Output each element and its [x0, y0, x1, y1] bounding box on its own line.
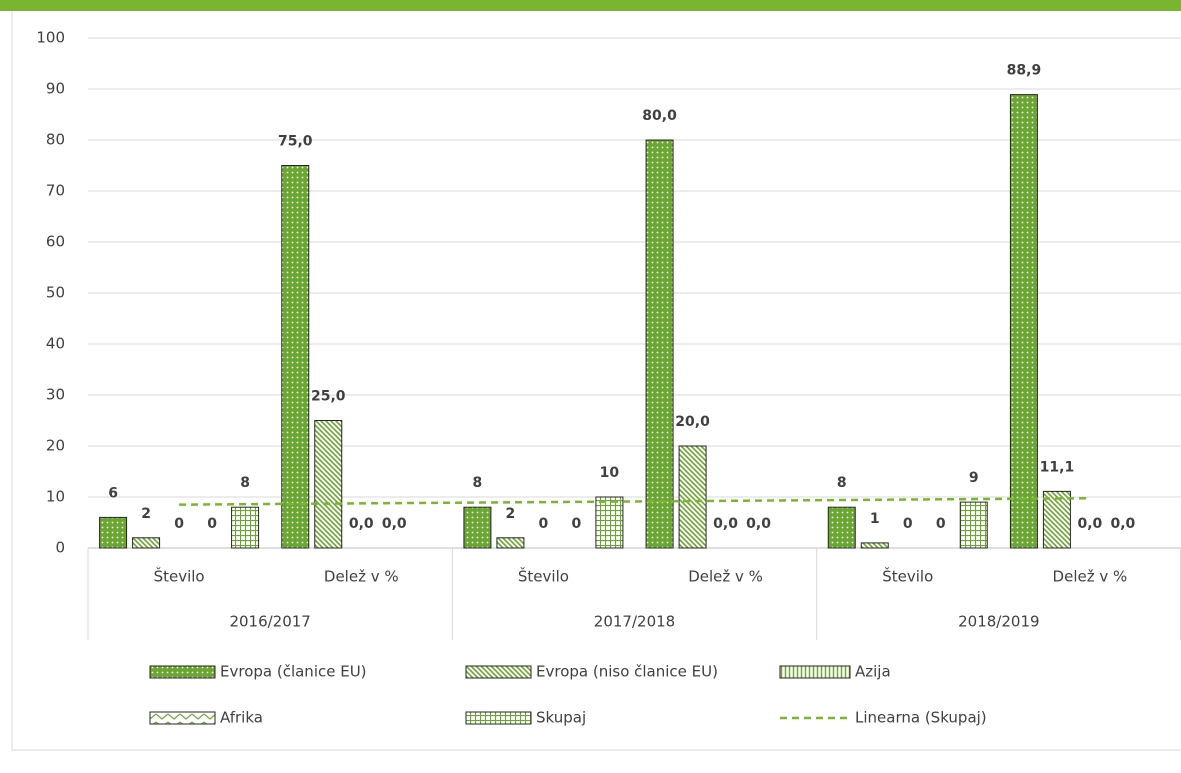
x-tick-label: Število — [518, 567, 569, 586]
data-label: 2 — [141, 506, 151, 522]
data-label: 25,0 — [311, 389, 346, 405]
y-tick-label: 30 — [46, 386, 65, 404]
data-label: 80,0 — [642, 108, 677, 124]
data-label: 0 — [903, 516, 913, 532]
group-label: 2018/2019 — [958, 613, 1039, 631]
group-label: 2017/2018 — [594, 613, 675, 631]
data-label: 0,0 — [713, 516, 738, 532]
bar — [678, 445, 707, 549]
data-label: 75,0 — [278, 134, 313, 150]
data-label: 9 — [969, 470, 979, 486]
trend-line — [179, 497, 1090, 506]
data-label: 0,0 — [1111, 516, 1136, 532]
legend-swatch — [149, 711, 216, 725]
data-label: 1 — [870, 511, 880, 527]
data-label: 6 — [108, 485, 118, 501]
data-label: 0,0 — [1078, 516, 1103, 532]
legend-swatch — [149, 665, 216, 679]
data-label: 0 — [572, 516, 582, 532]
legend-label: Evropa (niso članice EU) — [536, 663, 718, 681]
bar — [496, 537, 525, 549]
bar — [959, 501, 988, 549]
bar — [281, 165, 310, 549]
top-band — [0, 0, 1181, 11]
legend-swatch — [465, 665, 532, 679]
legend-label: Azija — [855, 663, 891, 681]
bar — [1042, 490, 1071, 549]
data-label: 0 — [539, 516, 549, 532]
bar — [99, 516, 128, 549]
y-tick-label: 70 — [46, 182, 65, 200]
bar — [231, 506, 260, 549]
bar — [827, 506, 856, 549]
x-tick-label: Število — [154, 567, 205, 586]
bar — [463, 506, 492, 549]
x-tick-label: Delež v % — [324, 568, 399, 586]
bar — [645, 139, 674, 549]
group-label: 2016/2017 — [229, 613, 310, 631]
y-tick-label: 10 — [46, 488, 65, 506]
legend-label: Evropa (članice EU) — [220, 663, 367, 681]
data-label: 11,1 — [1040, 459, 1075, 475]
data-label: 0 — [936, 516, 946, 532]
bar — [595, 496, 624, 549]
bar — [1009, 94, 1038, 549]
data-label: 8 — [837, 475, 847, 491]
data-label: 0 — [174, 516, 184, 532]
data-label: 0,0 — [746, 516, 771, 532]
legend-swatch — [779, 665, 851, 679]
y-tick-label: 0 — [55, 539, 65, 557]
legend-label: Skupaj — [536, 709, 586, 727]
data-label: 8 — [473, 475, 483, 491]
data-label: 0 — [207, 516, 217, 532]
y-tick-label: 40 — [46, 335, 65, 353]
y-tick-label: 60 — [46, 233, 65, 251]
data-label: 20,0 — [675, 414, 710, 430]
legend-label: Linearna (Skupaj) — [855, 709, 987, 727]
data-label: 2 — [506, 506, 516, 522]
data-label: 10 — [600, 465, 620, 481]
data-label: 8 — [240, 475, 250, 491]
data-label: 88,9 — [1007, 63, 1042, 79]
data-label: 0,0 — [382, 516, 407, 532]
y-tick-label: 90 — [46, 80, 65, 98]
bar — [860, 542, 889, 549]
legend-label: Afrika — [220, 709, 263, 727]
y-tick-label: 50 — [46, 284, 65, 302]
y-tick-label: 20 — [46, 437, 65, 455]
frame — [11, 11, 1181, 751]
bar — [314, 420, 343, 549]
x-tick-label: Delež v % — [1053, 568, 1128, 586]
data-label: 0,0 — [349, 516, 374, 532]
x-tick-label: Število — [882, 567, 933, 586]
y-tick-label: 80 — [46, 131, 65, 149]
y-tick-label: 100 — [36, 29, 65, 47]
x-tick-label: Delež v % — [688, 568, 763, 586]
bar — [132, 537, 161, 549]
legend-swatch — [465, 711, 532, 725]
